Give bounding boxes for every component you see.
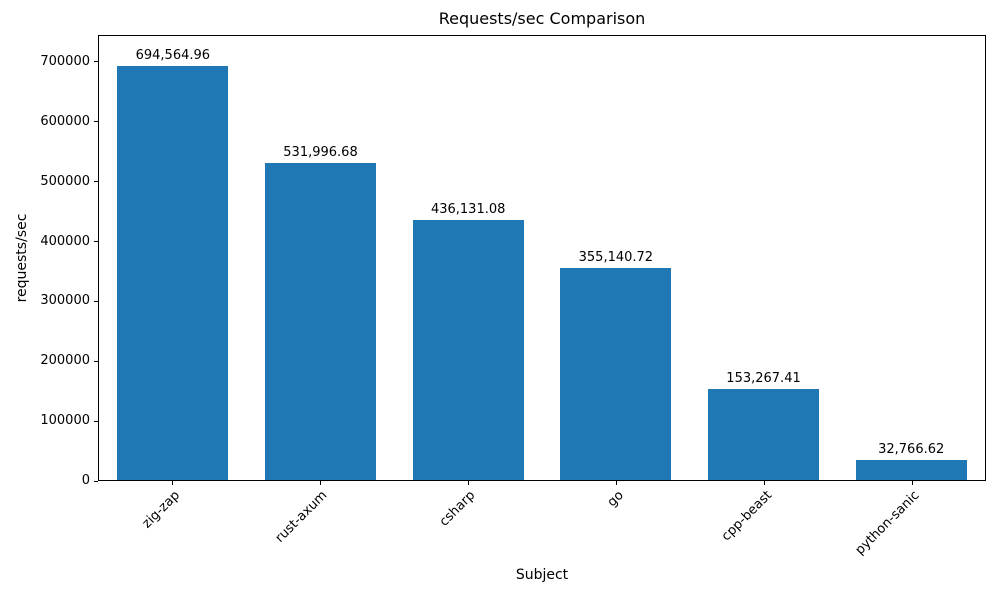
- y-tick-label: 300000: [40, 293, 90, 309]
- y-tick-mark: [94, 360, 98, 362]
- y-tick-label: 500000: [40, 173, 90, 189]
- y-axis-label: requests/sec: [14, 213, 30, 303]
- bar-slot: 32,766.62: [837, 36, 985, 480]
- bar-value-label: 153,267.41: [726, 370, 801, 386]
- y-tick-mark: [94, 241, 98, 243]
- y-tick-label: 200000: [40, 353, 90, 369]
- y-tick-mark: [94, 181, 98, 183]
- bar-slot: 694,564.96: [99, 36, 247, 480]
- x-tick-mark: [319, 481, 321, 485]
- bar: 531,996.68: [265, 145, 376, 480]
- x-tick-label: csharp: [437, 488, 479, 530]
- x-tick-label: zig-zap: [139, 488, 183, 532]
- bar-slot: 153,267.41: [690, 36, 838, 480]
- x-tick-label: python-sanic: [852, 488, 923, 558]
- bar: 436,131.08: [412, 202, 524, 480]
- y-tick-mark: [94, 61, 98, 63]
- y-tick-label: 700000: [40, 53, 90, 69]
- y-tick-mark: [94, 480, 98, 482]
- x-tick-mark: [171, 481, 173, 485]
- bar-value-label: 32,766.62: [878, 442, 945, 458]
- y-tick-mark: [94, 300, 98, 302]
- x-tick-label: cpp-beast: [718, 488, 775, 545]
- bar-value-label: 355,140.72: [578, 250, 654, 266]
- y-tick-label: 0: [81, 473, 90, 488]
- bar-slot: 531,996.68: [247, 36, 395, 480]
- x-tick-label: go: [604, 488, 627, 511]
- bar-slot: 355,140.72: [542, 36, 690, 480]
- bar-value-label: 531,996.68: [283, 144, 358, 160]
- x-axis-label: Subject: [515, 567, 569, 583]
- bar-slot: 436,131.08: [394, 36, 542, 480]
- x-tick-mark: [467, 481, 469, 485]
- x-tick-mark: [763, 481, 765, 485]
- bar-value-label: 694,564.96: [135, 48, 211, 64]
- y-tick-mark: [94, 121, 98, 123]
- x-tick-mark: [615, 481, 617, 485]
- y-tick-mark: [94, 420, 98, 422]
- bar: 32,766.62: [855, 442, 967, 480]
- y-tick-label: 600000: [40, 113, 90, 129]
- x-tick-label: rust-axum: [272, 488, 331, 546]
- bar: 153,267.41: [708, 371, 819, 480]
- bar: 355,140.72: [560, 250, 672, 480]
- chart-title: Requests/sec Comparison: [438, 9, 646, 28]
- y-tick-label: 400000: [40, 233, 90, 249]
- y-tick-label: 100000: [40, 413, 90, 429]
- x-tick-mark: [911, 481, 913, 485]
- plot-area: 694,564.96 531,996.68 436,131.08 355,140.72…: [98, 35, 986, 481]
- bar: 694,564.96: [117, 48, 229, 480]
- bar-value-label: 436,131.08: [430, 202, 506, 218]
